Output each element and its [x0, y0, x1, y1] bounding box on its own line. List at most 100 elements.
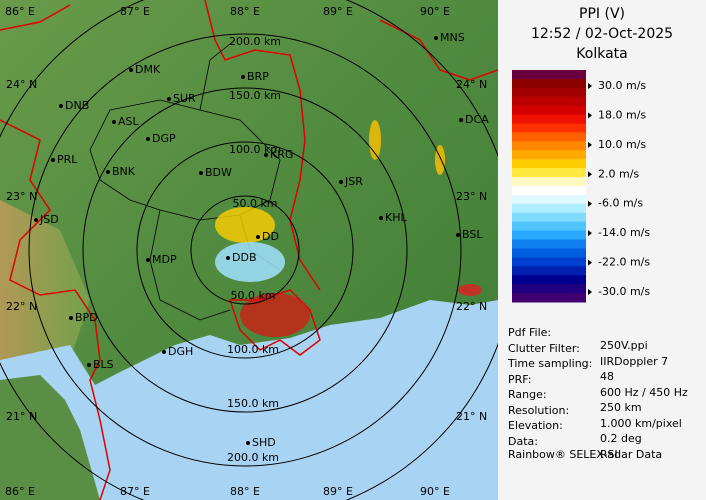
info-key: Pdf File:: [508, 326, 552, 339]
city-dot: [339, 180, 343, 184]
range-label: 100.0 km: [227, 343, 279, 356]
city-label: BSL: [462, 228, 483, 241]
info-value: 600 Hz / 450 Hz: [600, 385, 688, 399]
city-label: DD: [262, 230, 279, 243]
city-label: BDW: [205, 166, 232, 179]
color-swatch: [512, 70, 586, 80]
city-dot: [379, 216, 383, 220]
longitude-label: 88° E: [230, 485, 260, 498]
longitude-label: 86° E: [5, 5, 35, 18]
city-label: DNB: [65, 99, 89, 112]
latitude-label: 21° N: [456, 410, 487, 423]
longitude-label: 88° E: [230, 5, 260, 18]
city-label: PRL: [57, 153, 78, 166]
range-rings: [0, 0, 498, 500]
city-label: DMK: [135, 63, 161, 76]
longitude-label: 87° E: [120, 5, 150, 18]
map-labels: 50.0 km 50.0 km 100.0 km 100.0 km 150.0 km 15…: [5, 5, 489, 498]
longitude-label: 89° E: [323, 5, 353, 18]
info-key: Range:: [508, 388, 547, 401]
radar-echoes: [215, 120, 482, 337]
scale-label: -14.0 m/s: [598, 226, 650, 239]
city-label: SHD: [252, 436, 276, 449]
scale-label: 2.0 m/s: [598, 167, 639, 180]
radar-map: 50.0 km 50.0 km 100.0 km 100.0 km 150.0 km 15…: [0, 0, 498, 500]
highland: [0, 200, 90, 380]
range-label: 50.0 km: [230, 289, 275, 302]
scale-label: -30.0 m/s: [598, 285, 650, 298]
color-swatch: [512, 186, 586, 196]
color-swatch: [512, 239, 586, 249]
tick-arrow: [588, 289, 592, 295]
tick-arrow: [588, 83, 592, 89]
color-swatch: [512, 168, 586, 178]
city-dot: [129, 68, 133, 72]
info-key: Data:: [508, 434, 538, 448]
city-dot: [162, 350, 166, 354]
info-row: Resolution: 1.000 km/pixel: [508, 404, 682, 430]
info-row: Data: Radar Data: [508, 434, 662, 461]
info-value: 0.2 deg: [600, 432, 642, 445]
city-label: BNK: [112, 165, 136, 178]
info-row: Range: 250 km: [508, 388, 642, 414]
sea: [0, 300, 498, 500]
city-label: DGP: [152, 132, 176, 145]
latitude-label: 22° N: [6, 300, 37, 313]
scale-label: 30.0 m/s: [598, 79, 646, 92]
city-dot: [246, 441, 250, 445]
city-dot: [167, 97, 171, 101]
city-dot: [146, 258, 150, 262]
info-value: Radar Data: [600, 447, 663, 461]
latitude-label: 21° N: [6, 410, 37, 423]
city-label: JSD: [39, 213, 59, 226]
city-dot: [459, 118, 463, 122]
color-swatch: [512, 123, 586, 133]
info-row: Elevation: 0.2 deg: [508, 419, 642, 445]
color-swatch: [512, 221, 586, 232]
city-dot: [34, 218, 38, 222]
color-swatch: [512, 293, 586, 303]
city-dot: [226, 256, 230, 260]
color-swatch: [512, 132, 586, 142]
tick-arrow: [588, 112, 592, 119]
city-label: DGH: [168, 345, 193, 358]
city-label: MDP: [152, 253, 177, 266]
scale-label: 10.0 m/s: [598, 138, 646, 151]
product: PPI (V): [579, 6, 625, 22]
city-dot: [456, 233, 460, 237]
scale-label: -22.0 m/s: [598, 256, 650, 269]
city-dot: [199, 171, 203, 175]
timestamp: 12:52 / 02-Oct-2025: [530, 26, 674, 42]
color-swatch: [512, 177, 586, 187]
tick-arrow: [588, 200, 592, 207]
longitude-label: 87° E: [120, 485, 150, 498]
city-dot: [51, 158, 55, 162]
city-dot: [434, 36, 438, 40]
city-label: ASL: [118, 115, 140, 128]
city-dot: [241, 75, 245, 79]
info-value: IIRDoppler 7: [600, 354, 669, 368]
scale-label: -6.0 m/s: [598, 197, 643, 210]
footer: Rainbow® SELEX-SI: [508, 448, 618, 461]
range-ring: [82, 87, 408, 413]
info-row: Pdf File: 250V.ppi: [508, 326, 648, 352]
color-swatch: [512, 78, 586, 89]
city-dot: [69, 316, 73, 320]
latitude-label: 24° N: [456, 78, 487, 91]
range-label: 150.0 km: [229, 89, 281, 102]
color-swatch: [512, 96, 586, 107]
tick-arrow: [588, 230, 592, 237]
info-row: Time sampling: 48: [508, 357, 614, 383]
color-swatch: [512, 284, 586, 294]
range-label: 200.0 km: [227, 451, 279, 464]
tick-arrow: [588, 259, 592, 266]
range-label: 200.0 km: [229, 35, 281, 48]
range-label: 50.0 km: [232, 197, 277, 210]
city-label: BPD: [75, 311, 98, 324]
info-row: PRF: 600 Hz / 450 Hz: [508, 373, 688, 399]
longitude-label: 90° E: [420, 5, 450, 18]
city-label: BLS: [93, 358, 114, 371]
info-value: 1.000 km/pixel: [600, 416, 682, 430]
color-swatch: [512, 212, 586, 223]
